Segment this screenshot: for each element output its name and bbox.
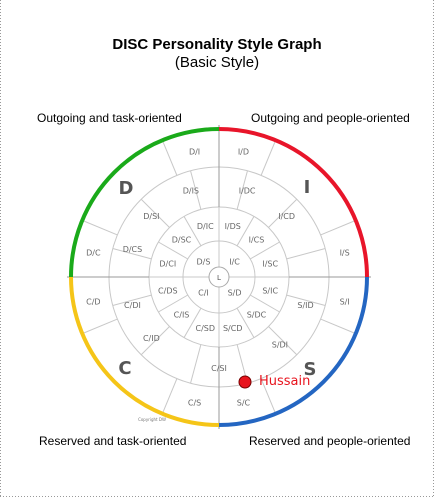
divider [82,220,118,236]
cell-label-ring2: C/SD [196,324,216,333]
cell-label-ring2: S/CD [223,324,243,333]
quadrant-label-outgoing-task: Outgoing and task-oriented [37,111,182,125]
cell-label-outer: D/C [86,249,101,258]
cell-label-ring2: I/CS [249,236,265,245]
cell-label-ring3: D/SI [143,212,159,221]
letter-s: S [304,359,317,380]
divider [112,248,152,260]
divider [286,248,326,260]
cell-label-ring3: D/CS [123,245,143,254]
arc-d [69,127,220,278]
cell-label-outer: S/I [340,297,350,306]
divider [286,294,326,306]
cell-label-ring3: I/DC [239,186,256,195]
divider [112,294,152,306]
divider [183,216,202,247]
divider [190,170,202,210]
divider [236,216,255,247]
center-circle: L [208,266,230,288]
marker-dot [238,375,252,389]
wheel-style-letters: D I C S [118,177,316,380]
divider [320,318,356,334]
divider [158,241,189,260]
arc-i [218,127,369,278]
divider [249,294,280,313]
center-label: L [217,274,221,282]
page-title: DISC Personality Style Graph [112,36,322,53]
cell-label-ring1: S/D [228,289,242,298]
divider [260,140,276,176]
cell-label-ring2: S/IC [262,287,278,296]
person-marker: Hussain [238,374,310,389]
divider [236,170,248,210]
cell-label-outer: S/C [237,399,251,408]
cell-label-ring2: D/IC [197,222,214,231]
cell-label-ring2: D/CI [159,259,176,268]
cell-label-ring2: C/IS [174,310,190,319]
cell-label-ring2: I/SC [262,259,278,268]
cell-label-ring2: S/DC [247,310,267,319]
cell-label-ring3: D/IS [183,186,199,195]
divider [82,318,118,334]
letter-i: I [304,177,311,198]
divider [249,241,280,260]
wheel-color-arcs [69,127,369,427]
cell-label-ring1: I/C [229,257,240,266]
cell-label-ring3: S/DI [272,341,288,350]
quadrant-label-reserved-people: Reserved and people-oriented [249,434,411,448]
wheel-cell-labels: D/I I/DI/SS/IS/CC/SC/DD/CD/IS I/DCI/CDS/ID… [86,147,350,407]
cell-label-outer: I/S [340,249,350,258]
divider [140,198,170,228]
cell-label-ring3: C/DI [124,301,141,310]
divider [183,307,202,338]
letter-d: D [119,178,134,199]
cell-label-ring2: D/SC [172,236,192,245]
divider [140,326,170,356]
arc-c [69,276,220,427]
cell-label-ring1: D/S [196,257,210,266]
page-subtitle: (Basic Style) [174,54,260,71]
divider [158,294,189,313]
cell-label-outer: C/S [188,399,201,408]
cell-label-ring3: I/CD [278,212,295,221]
cell-label-outer: I/D [238,147,249,156]
divider [268,326,298,356]
divider [260,378,276,414]
cell-label-ring2: I/DS [225,222,241,231]
cell-label-ring3: C/ID [143,334,160,343]
letter-c: C [118,358,131,379]
divider [236,307,255,338]
divider [190,344,202,384]
marker-label: Hussain [259,374,310,389]
cell-label-ring1: C/I [198,289,209,298]
divider [162,378,178,414]
cell-label-ring3: C/SI [211,364,227,373]
quadrant-label-outgoing-people: Outgoing and people-oriented [251,111,410,125]
divider [268,198,298,228]
cell-label-outer: D/I [189,147,200,156]
cell-label-ring3: S/ID [297,301,313,310]
divider [320,220,356,236]
divider [162,140,178,176]
cell-label-outer: C/D [86,297,100,306]
cell-label-ring2: C/DS [158,287,178,296]
quadrant-label-reserved-task: Reserved and task-oriented [39,434,187,448]
copyright-note: Copyright DW [138,417,166,422]
arc-s [218,276,369,427]
